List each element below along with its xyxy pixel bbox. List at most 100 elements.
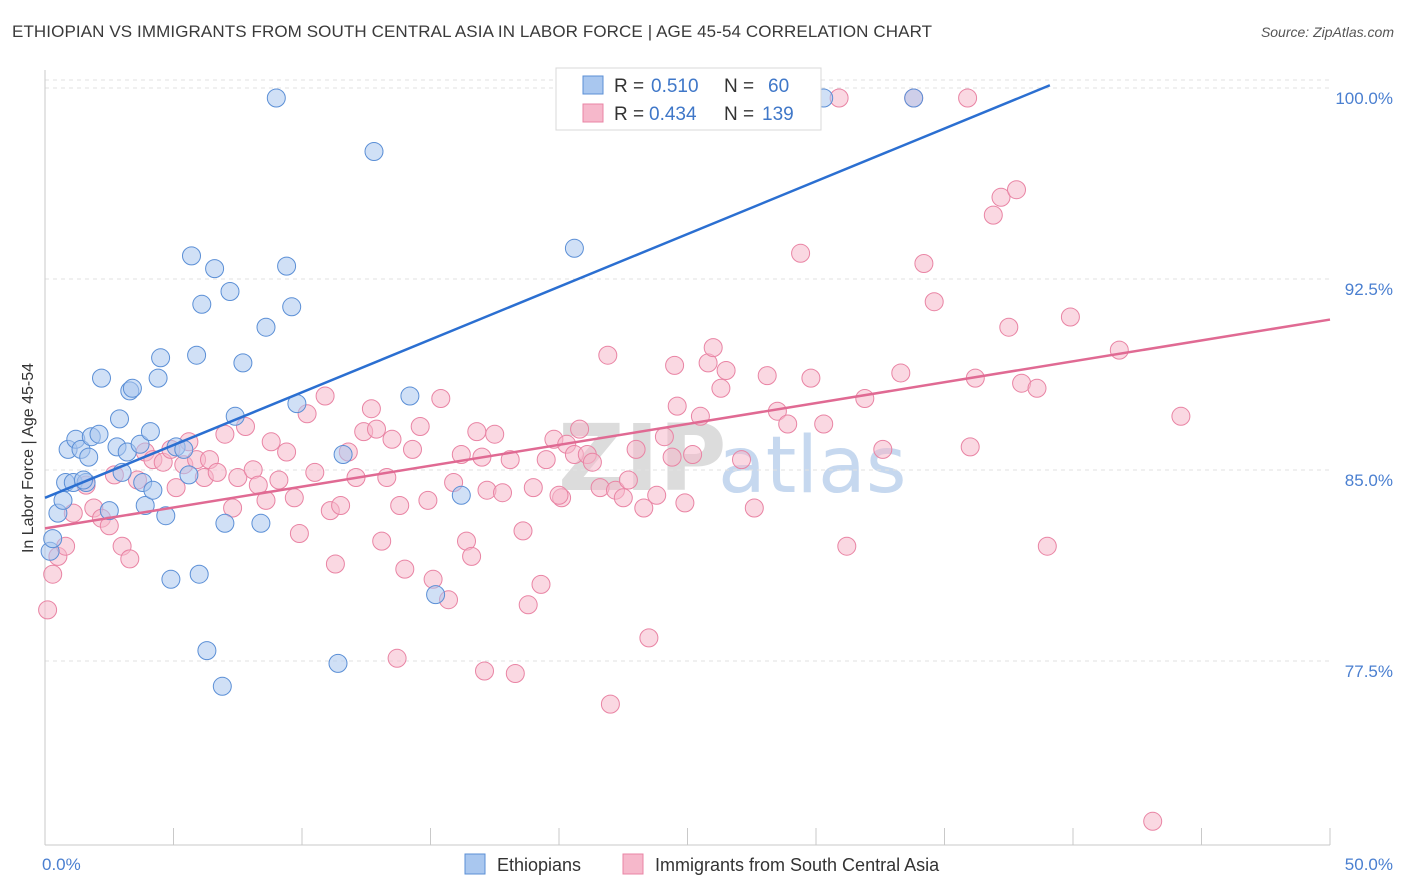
immigrants-point: [382, 429, 402, 449]
immigrants-point: [1060, 307, 1080, 327]
ethiopians-point: [564, 238, 584, 258]
legend-swatch-ethiopians: [464, 853, 486, 875]
ethiopians-point: [92, 368, 111, 388]
immigrants-point: [639, 628, 659, 648]
legend-bottom: Ethiopians Immigrants from South Central…: [464, 853, 940, 875]
legend-n-label: N =: [724, 76, 754, 97]
immigrants-point: [914, 254, 934, 273]
legend-r-value: 0.510: [651, 76, 699, 97]
immigrants-point: [269, 470, 289, 490]
immigrants-point: [732, 450, 751, 470]
legend-label-ethiopians: Ethiopians: [497, 855, 581, 875]
legend-r-value: 0.434: [649, 104, 697, 125]
y-tick-labels: 100.0% 92.5% 85.0% 77.5%: [1335, 89, 1393, 681]
immigrants-point: [518, 595, 538, 615]
immigrants-point: [960, 437, 980, 457]
series-immigrants-points: [38, 88, 1191, 831]
immigrants-point: [477, 480, 497, 500]
immigrants-point: [284, 488, 304, 508]
ethiopians-point: [215, 513, 235, 533]
ethiopians-point: [426, 585, 446, 605]
immigrants-point: [207, 462, 227, 482]
ethiopians-point: [143, 480, 163, 500]
ethiopians-point: [179, 465, 199, 485]
trend-line-immigrants: [44, 318, 1331, 530]
immigrants-point: [570, 419, 590, 439]
immigrants-point: [531, 574, 551, 594]
x-ticks: [44, 828, 1331, 845]
ethiopians-point: [451, 485, 471, 505]
immigrants-point: [873, 439, 893, 459]
trend-line-ethiopians: [44, 84, 1051, 499]
immigrants-point: [626, 439, 646, 459]
immigrants-point: [372, 531, 392, 551]
ethiopians-point: [277, 256, 297, 276]
source-label: Source: ZipAtlas.com: [1260, 24, 1394, 40]
immigrants-point: [1007, 180, 1026, 200]
immigrants-point: [958, 88, 978, 108]
immigrants-point: [38, 600, 58, 620]
legend-label-immigrants: Immigrants from South Central Asia: [655, 855, 940, 875]
immigrants-point: [228, 468, 248, 487]
ethiopians-point: [205, 259, 225, 279]
immigrants-point: [891, 363, 911, 383]
legend-r-label: R =: [614, 104, 644, 125]
y-tick-label: 85.0%: [1345, 471, 1393, 490]
ethiopians-point: [904, 88, 924, 108]
immigrants-point: [855, 389, 875, 408]
immigrants-point: [513, 521, 533, 541]
immigrants-point: [667, 396, 687, 416]
ethiopians-point: [110, 409, 129, 429]
ethiopians-point: [189, 564, 209, 584]
immigrants-point: [367, 419, 386, 439]
trend-lines: [44, 84, 1331, 530]
ethiopians-point: [43, 529, 63, 549]
ethiopians-point: [197, 641, 217, 661]
ethiopians-point: [256, 317, 276, 337]
ethiopians-point: [282, 297, 302, 317]
y-axis-label: In Labor Force | Age 45-54: [20, 363, 37, 553]
immigrants-point: [485, 424, 505, 444]
immigrants-point: [395, 559, 415, 579]
immigrants-point: [500, 450, 520, 470]
ethiopians-point: [192, 294, 212, 314]
immigrants-point: [618, 470, 638, 490]
ethiopians-point: [182, 246, 201, 266]
legend-n-value: 139: [762, 104, 794, 125]
immigrants-point: [837, 536, 857, 556]
ethiopians-point: [251, 513, 271, 533]
ethiopians-point: [130, 434, 150, 454]
immigrants-point: [613, 488, 633, 508]
ethiopians-point: [99, 501, 119, 521]
immigrants-point: [757, 366, 777, 386]
ethiopians-point: [266, 88, 286, 108]
immigrants-point: [523, 478, 543, 498]
immigrants-point: [999, 317, 1019, 337]
ethiopians-point: [122, 378, 142, 398]
immigrants-point: [991, 187, 1011, 207]
immigrants-point: [505, 664, 525, 683]
legend-n-value: 60: [768, 76, 789, 97]
series-ethiopians-points: [40, 88, 924, 696]
immigrants-point: [361, 399, 381, 419]
immigrants-point: [654, 427, 674, 447]
x-tick-labels: 0.0% 50.0%: [42, 855, 1393, 874]
immigrants-point: [716, 361, 736, 380]
immigrants-point: [493, 483, 512, 503]
immigrants-point: [315, 386, 335, 406]
immigrants-point: [43, 564, 63, 584]
x-tick-label: 50.0%: [1345, 855, 1393, 874]
immigrants-point: [675, 493, 695, 513]
ethiopians-point: [233, 353, 253, 373]
immigrants-point: [549, 485, 569, 505]
immigrants-point: [261, 432, 281, 452]
legend-swatch-immigrants: [622, 853, 644, 875]
immigrants-point: [598, 345, 618, 365]
immigrants-point: [1171, 406, 1191, 426]
x-tick-label: 0.0%: [42, 855, 81, 874]
y-tick-label: 92.5%: [1345, 280, 1393, 299]
ethiopians-point: [328, 653, 348, 673]
immigrants-point: [634, 498, 654, 518]
ethiopians-point: [400, 386, 420, 406]
immigrants-point: [778, 414, 798, 434]
